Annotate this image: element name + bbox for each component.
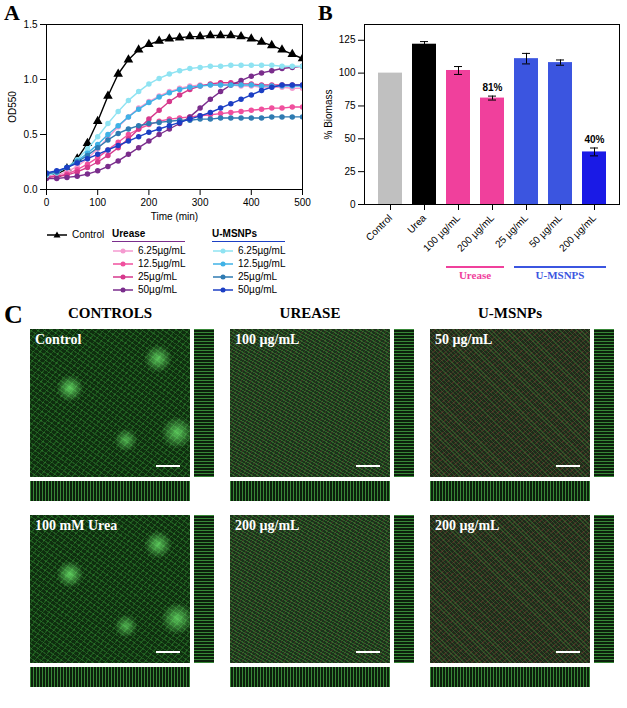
html-text:200 µg/mL: 200 µg/mL — [235, 518, 300, 533]
svg-text:200 µg/mL: 200 µg/mL — [455, 212, 497, 254]
svg-text:25: 25 — [344, 166, 356, 177]
svg-text:50: 50 — [344, 133, 356, 144]
svg-text:75: 75 — [344, 100, 356, 111]
svg-text:Urea: Urea — [405, 212, 428, 235]
svg-text:300: 300 — [192, 197, 209, 208]
html-text:12.5µg/mL: 12.5µg/mL — [138, 258, 186, 269]
svg-text:Control: Control — [364, 212, 395, 243]
html-text:U-MSNPs: U-MSNPs — [477, 305, 543, 321]
svg-text:50 µg/mL: 50 µg/mL — [526, 212, 565, 250]
svg-text:Time (min): Time (min) — [151, 211, 198, 222]
html-text:100 mM Urea: 100 mM Urea — [35, 518, 118, 533]
html-text:B: B — [318, 0, 333, 25]
svg-text:200 µg/mL: 200 µg/mL — [557, 212, 599, 254]
html-text:UREASE: UREASE — [279, 305, 341, 321]
svg-text:100: 100 — [89, 197, 106, 208]
svg-text:40%: 40% — [584, 134, 604, 145]
html-text:CONTROLS: CONTROLS — [67, 305, 153, 321]
html-text:25µg/mL: 25µg/mL — [138, 271, 178, 282]
svg-text:% Biomass: % Biomass — [323, 89, 334, 139]
html-text:A: A — [4, 0, 20, 25]
svg-text:0.0: 0.0 — [24, 184, 38, 195]
html-text:Urease: Urease — [458, 269, 492, 281]
html-text:200 µg/mL: 200 µg/mL — [435, 518, 500, 533]
html-text:U-MSNPS: U-MSNPS — [535, 269, 585, 281]
html-text:12.5µg/mL: 12.5µg/mL — [238, 258, 286, 269]
html-text:50µg/mL: 50µg/mL — [238, 284, 278, 295]
html-text:Urease: Urease — [112, 228, 146, 239]
svg-text:500: 500 — [294, 197, 311, 208]
svg-text:200: 200 — [141, 197, 158, 208]
html-text:6.25µg/mL: 6.25µg/mL — [238, 245, 286, 256]
svg-text:0.5: 0.5 — [24, 129, 38, 140]
svg-text:125: 125 — [339, 34, 356, 45]
html-text:U-MSNPs: U-MSNPs — [212, 228, 257, 239]
html-text:50µg/mL: 50µg/mL — [138, 284, 178, 295]
html-text:6.25µg/mL: 6.25µg/mL — [138, 245, 186, 256]
html-text:100 µg/mL: 100 µg/mL — [235, 332, 300, 347]
svg-text:100: 100 — [339, 67, 356, 78]
html-text:Control: Control — [72, 229, 105, 240]
svg-text:OD550: OD550 — [7, 91, 18, 123]
svg-text:400: 400 — [243, 197, 260, 208]
svg-text:100 µg/mL: 100 µg/mL — [420, 212, 463, 254]
svg-text:25 µg/mL: 25 µg/mL — [493, 212, 531, 250]
svg-text:1.0: 1.0 — [24, 74, 38, 85]
svg-text:1.5: 1.5 — [24, 19, 38, 30]
svg-text:0: 0 — [44, 197, 50, 208]
html-text:Control: Control — [35, 332, 82, 347]
svg-text:0: 0 — [350, 199, 356, 210]
html-text:C: C — [4, 300, 23, 329]
html-text:25µg/mL: 25µg/mL — [238, 271, 278, 282]
html-text:50 µg/mL: 50 µg/mL — [435, 332, 493, 347]
svg-text:81%: 81% — [482, 82, 502, 93]
